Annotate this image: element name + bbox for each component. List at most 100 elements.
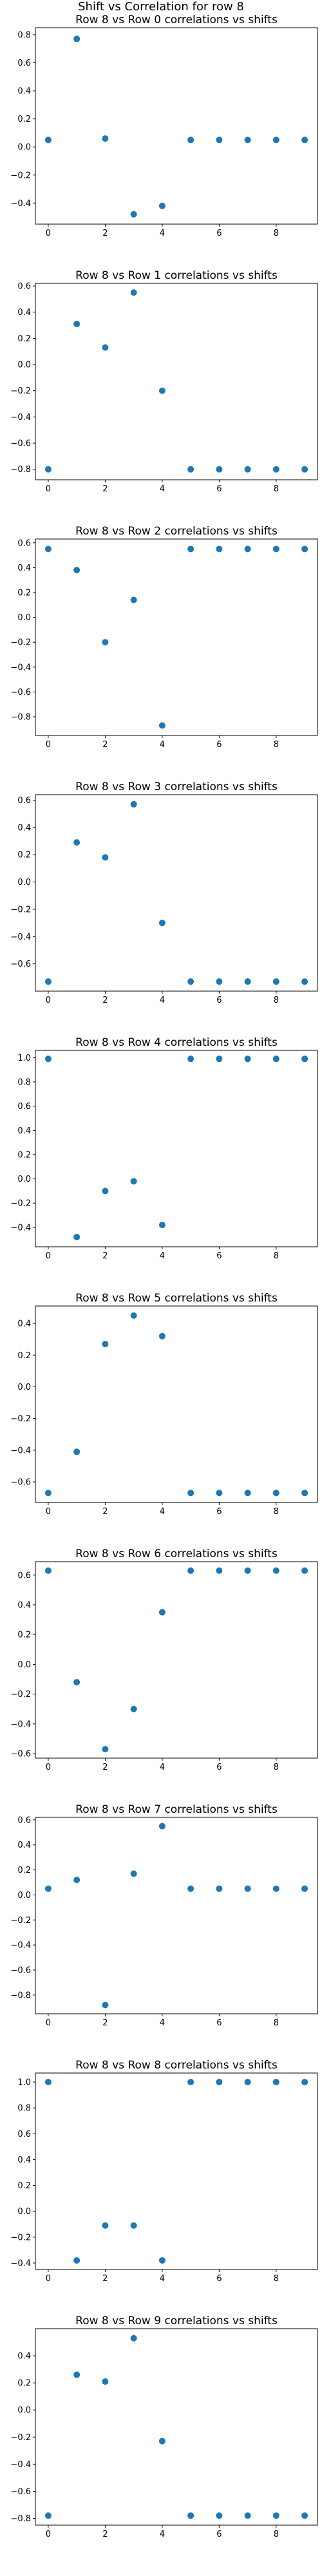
x-tick-label: 2 <box>102 2018 108 2028</box>
data-point <box>272 1567 279 1574</box>
x-tick-label: 6 <box>216 229 222 238</box>
y-tick-label: 0.6 <box>17 282 31 292</box>
x-tick-label: 2 <box>102 229 108 238</box>
y-tick-label: 0.0 <box>17 1383 31 1392</box>
data-point <box>244 978 251 985</box>
data-point <box>130 2334 137 2342</box>
y-tick-label: −0.4 <box>10 1446 31 1455</box>
x-tick-label: 6 <box>216 1251 222 1261</box>
x-tick-label: 4 <box>160 484 165 494</box>
subplot-title: Row 8 vs Row 7 correlations vs shifts <box>75 1803 278 1816</box>
data-point <box>158 387 166 394</box>
x-tick-label: 4 <box>160 740 165 750</box>
y-tick-label: 0.4 <box>17 1841 31 1850</box>
x-tick-label: 0 <box>46 996 51 1005</box>
y-tick-label: −0.4 <box>10 1223 31 1233</box>
data-point <box>216 137 223 144</box>
y-tick-label: 0.8 <box>17 1077 31 1087</box>
y-tick-label: 0.2 <box>17 1631 31 1640</box>
data-point <box>102 135 109 142</box>
x-tick-label: 2 <box>102 2274 108 2284</box>
y-tick-label: 0.6 <box>17 1571 31 1580</box>
y-tick-label: −0.4 <box>10 2259 31 2268</box>
y-tick-label: 0.0 <box>17 1891 31 1900</box>
x-tick-label: 4 <box>160 1507 165 1517</box>
y-tick-label: −0.8 <box>10 713 31 723</box>
x-tick-label: 6 <box>216 740 222 750</box>
y-tick-label: 1.0 <box>17 1054 31 1063</box>
y-tick-label: 0.0 <box>17 361 31 370</box>
data-point <box>158 1222 166 1229</box>
x-tick-label: 2 <box>102 1507 108 1517</box>
data-point <box>73 567 80 574</box>
data-point <box>216 2512 223 2519</box>
y-tick-label: 0.4 <box>17 308 31 317</box>
x-tick-label: 6 <box>216 1507 222 1517</box>
data-point <box>102 344 109 351</box>
data-point <box>44 545 52 553</box>
y-tick-label: −0.6 <box>10 2487 31 2497</box>
data-point <box>272 1885 279 1892</box>
data-point <box>272 1056 279 1063</box>
data-point <box>187 1490 194 1497</box>
data-point <box>216 978 223 985</box>
data-point <box>216 545 223 553</box>
data-point <box>244 137 251 144</box>
y-tick-label: 0.0 <box>17 1175 31 1184</box>
x-tick-label: 8 <box>274 2018 279 2028</box>
data-point <box>244 2512 251 2519</box>
y-tick-label: 0.8 <box>17 30 31 40</box>
subplot-title: Row 8 vs Row 6 correlations vs shifts <box>75 1548 278 1560</box>
data-point <box>130 1178 137 1185</box>
data-point <box>44 1056 52 1063</box>
x-tick-label: 0 <box>46 1251 51 1261</box>
data-point <box>73 1233 80 1240</box>
data-point <box>272 137 279 144</box>
x-tick-label: 4 <box>160 1251 165 1261</box>
subplot-1: Row 8 vs Row 1 correlations vs shifts 0 2 4… <box>10 269 318 494</box>
data-point <box>130 211 137 218</box>
data-point <box>158 1609 166 1616</box>
data-point <box>187 978 194 985</box>
subplot-title: Row 8 vs Row 4 correlations vs shifts <box>75 1036 278 1049</box>
y-tick-label: −0.4 <box>10 663 31 672</box>
subplot-title: Row 8 vs Row 5 correlations vs shifts <box>75 1292 278 1305</box>
y-tick-label: 0.2 <box>17 2181 31 2191</box>
y-tick-label: 0.6 <box>17 2130 31 2139</box>
data-point <box>187 545 194 553</box>
y-tick-label: −0.6 <box>10 688 31 697</box>
data-point <box>44 1567 52 1574</box>
x-tick-label: 6 <box>216 2274 222 2284</box>
data-point <box>244 1490 251 1497</box>
data-point <box>130 289 137 296</box>
data-point <box>187 466 194 473</box>
x-tick-label: 2 <box>102 1251 108 1261</box>
data-point <box>73 321 80 328</box>
x-tick-label: 4 <box>160 996 165 1005</box>
y-tick-label: 0.2 <box>17 1150 31 1160</box>
data-point <box>158 2257 166 2264</box>
data-point <box>216 1885 223 1892</box>
x-tick-label: 0 <box>46 1763 51 1772</box>
y-tick-label: 0.4 <box>17 1320 31 1329</box>
y-tick-label: 0.6 <box>17 59 31 68</box>
data-point <box>216 1056 223 1063</box>
y-tick-label: 0.0 <box>17 2406 31 2416</box>
data-point <box>272 2512 279 2519</box>
data-point <box>301 137 308 144</box>
data-point <box>130 2222 137 2229</box>
figure-title: Shift vs Correlation for row 8 <box>78 0 244 14</box>
x-tick-label: 2 <box>102 740 108 750</box>
data-point <box>272 978 279 985</box>
data-point <box>130 596 137 603</box>
y-tick-label: −0.4 <box>10 1719 31 1729</box>
data-point <box>44 1490 52 1497</box>
subplot-title: Row 8 vs Row 0 correlations vs shifts <box>75 14 278 26</box>
x-tick-label: 6 <box>216 2018 222 2028</box>
plot-frame <box>35 2072 318 2270</box>
subplot-7: Row 8 vs Row 7 correlations vs shifts 0 2 4… <box>10 1803 318 2028</box>
x-tick-label: 2 <box>102 996 108 1005</box>
y-tick-label: −0.2 <box>10 2433 31 2443</box>
y-tick-label: 0.4 <box>17 564 31 573</box>
